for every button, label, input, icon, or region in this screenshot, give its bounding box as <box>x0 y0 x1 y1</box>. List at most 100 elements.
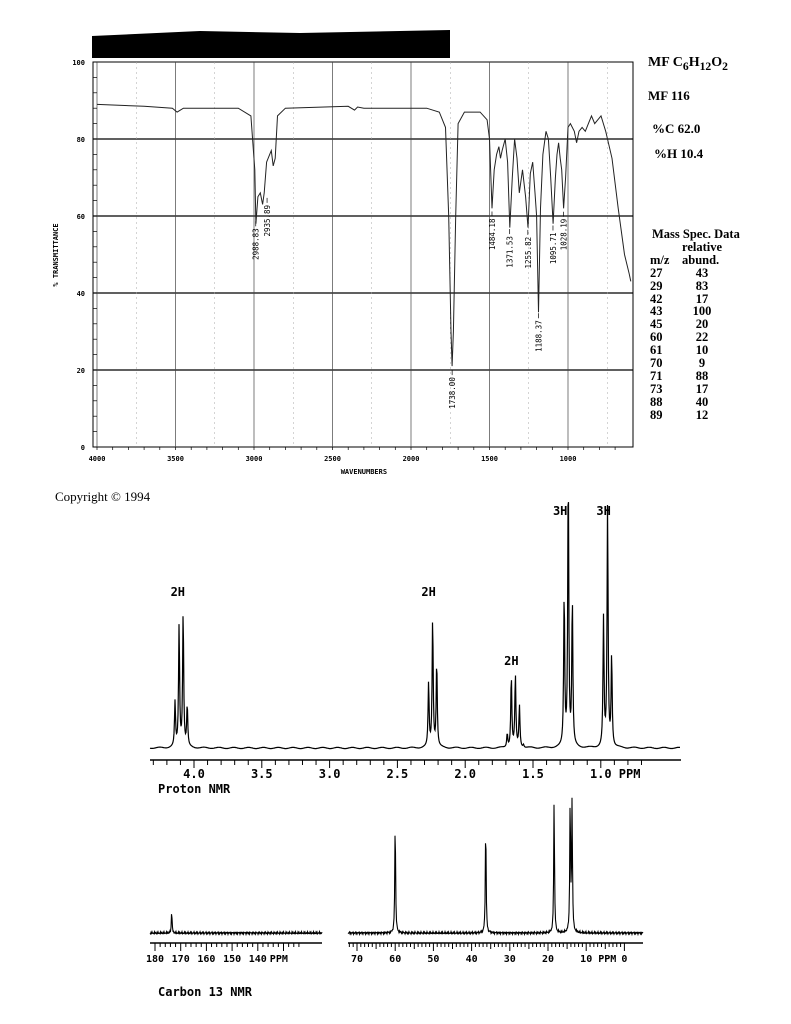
mass-spec-title: Mass Spec. Data <box>652 227 740 241</box>
carbon-nmr-tick-label: 20 <box>542 954 554 965</box>
proton-nmr-integral-label: 2H <box>504 654 518 668</box>
mz-value: 43 <box>650 304 663 319</box>
molecular-formula: MF C6H12O2 <box>648 55 728 73</box>
ir-x-tick-label: 3000 <box>246 455 263 463</box>
molecular-mass: MF 116 <box>648 88 690 103</box>
carbon-nmr-axis-unit: PPM <box>598 954 616 965</box>
mass-spec-row: 71 88 <box>650 370 740 383</box>
proton-nmr-integral-label: 2H <box>171 585 185 599</box>
ir-peak-label: 1188.37 <box>534 320 543 352</box>
mass-spec-row: 60 22 <box>650 331 740 344</box>
carbon-nmr-trace <box>347 797 644 937</box>
mass-spec-header-abund: abund. <box>682 252 720 267</box>
ir-x-tick-label: 1000 <box>560 455 577 463</box>
ir-peak-label: 1255.82 <box>524 237 533 269</box>
abundance-value: 83 <box>695 278 709 293</box>
mz-value: 60 <box>650 330 663 345</box>
proton-nmr-tick-label: 2.0 <box>454 767 476 781</box>
ir-x-axis-label: WAVENUMBERS <box>341 468 387 476</box>
abundance-value: 10 <box>695 343 709 358</box>
ir-x-tick-label: 3500 <box>167 455 184 463</box>
carbon-nmr-tick-label: 50 <box>427 954 439 965</box>
ir-y-tick-label: 40 <box>77 290 85 298</box>
abundance-value: 40 <box>695 394 709 409</box>
mz-value: 70 <box>650 356 663 371</box>
ir-x-tick-label: 1500 <box>481 455 498 463</box>
ir-x-tick-label: 4000 <box>89 455 106 463</box>
ir-y-axis-label: % TRANSMITTANCE <box>52 223 60 286</box>
abundance-value: 12 <box>695 407 709 422</box>
proton-nmr-spectrum: 4.0 3.5 3.0 2.5 2.0 1.5 1.0 PPM 2H 2H 2H 3H 3H <box>149 502 681 781</box>
mz-value: 71 <box>650 368 663 383</box>
ir-y-tick-label: 20 <box>77 367 85 375</box>
ir-y-tick-label: 100 <box>72 59 85 67</box>
abundance-value: 9 <box>698 356 706 371</box>
carbon-nmr-tick-label: 180 <box>146 954 164 965</box>
ir-y-tick-label: 80 <box>77 136 85 144</box>
carbon-nmr-tick-label: 0 <box>621 954 627 965</box>
carbon-nmr-tick-label: 170 <box>172 954 190 965</box>
proton-nmr-integral-label: 2H <box>421 585 435 599</box>
mass-spec-row: 61 10 <box>650 344 740 357</box>
mz-value: 45 <box>650 317 663 332</box>
ir-frame <box>92 61 634 448</box>
proton-nmr-tick-label: 1.5 <box>522 767 544 781</box>
redaction-bar <box>92 30 450 58</box>
carbon-nmr-tick-label: 70 <box>351 954 363 965</box>
ir-peak-label: 2988.83 <box>252 228 261 260</box>
carbon-nmr-axis-unit: PPM <box>270 954 288 965</box>
proton-nmr-trace <box>149 502 680 750</box>
carbon-nmr-tick-label: 40 <box>466 954 478 965</box>
abundance-value: 20 <box>695 317 709 332</box>
abundance-value: 43 <box>695 265 709 280</box>
proton-nmr-integral-label: 3H <box>596 504 610 518</box>
proton-nmr-tick-label: 3.5 <box>251 767 273 781</box>
percent-hydrogen: %H 10.4 <box>654 146 704 161</box>
formula-subscript: 2 <box>722 59 728 73</box>
mass-spec-row: 73 17 <box>650 382 740 396</box>
mass-spec-table: Mass Spec. Data relative m/z abund. 27 43 2… <box>650 228 740 422</box>
mz-value: 61 <box>650 343 663 358</box>
proton-nmr-axis-unit: PPM <box>619 767 641 781</box>
carbon-nmr-tick-label: 30 <box>504 954 516 965</box>
formula-subscript: 6 <box>682 59 689 73</box>
carbon-nmr-title: Carbon 13 NMR <box>158 985 252 999</box>
carbon-nmr-tick-label: 160 <box>197 954 215 965</box>
proton-nmr-integral-label: 3H <box>553 504 567 518</box>
mass-spec-row: 70 9 <box>650 357 740 370</box>
ir-y-tick-label: 60 <box>77 213 85 221</box>
abundance-value: 100 <box>692 304 712 319</box>
ir-peak-label: 1738.00 <box>448 377 457 409</box>
mass-spec-row: 29 83 <box>650 278 740 293</box>
proton-nmr-tick-label: 4.0 <box>183 767 205 781</box>
mz-value: 89 <box>650 407 663 422</box>
copyright: Copyright © 1994 <box>55 489 151 504</box>
abundance-value: 22 <box>695 330 709 345</box>
carbon-nmr-tick-label: 150 <box>223 954 241 965</box>
mz-value: 88 <box>650 394 663 409</box>
formula-element: MF C <box>648 55 683 70</box>
formula-subscript: 12 <box>699 59 712 73</box>
ir-peak-label: 1095.71 <box>549 233 558 265</box>
proton-nmr-tick-label: 3.0 <box>319 767 341 781</box>
mass-spec-row: 27 43 <box>650 265 740 280</box>
ir-y-tick-label: 0 <box>81 444 85 452</box>
proton-nmr-tick-label: 2.5 <box>387 767 409 781</box>
carbon-nmr-tick-label: 60 <box>389 954 401 965</box>
abundance-value: 88 <box>695 368 709 383</box>
mass-spec-row: 43 100 <box>650 305 740 318</box>
mz-value: 42 <box>650 291 663 306</box>
carbon-nmr-trace <box>149 914 323 937</box>
mass-spec-row: 42 17 <box>650 291 740 306</box>
abundance-value: 17 <box>695 291 709 306</box>
ir-transmittance-trace <box>96 103 632 367</box>
ir-peak-label: 1028.19 <box>560 219 569 251</box>
mass-spec-header-mz: m/z <box>650 252 670 267</box>
formula-element: H <box>688 55 700 70</box>
ir-x-tick-label: 2000 <box>403 455 420 463</box>
percent-carbon: %C 62.0 <box>652 121 701 136</box>
mz-value: 29 <box>650 278 663 293</box>
carbon-nmr-tick-label: 140 <box>249 954 267 965</box>
